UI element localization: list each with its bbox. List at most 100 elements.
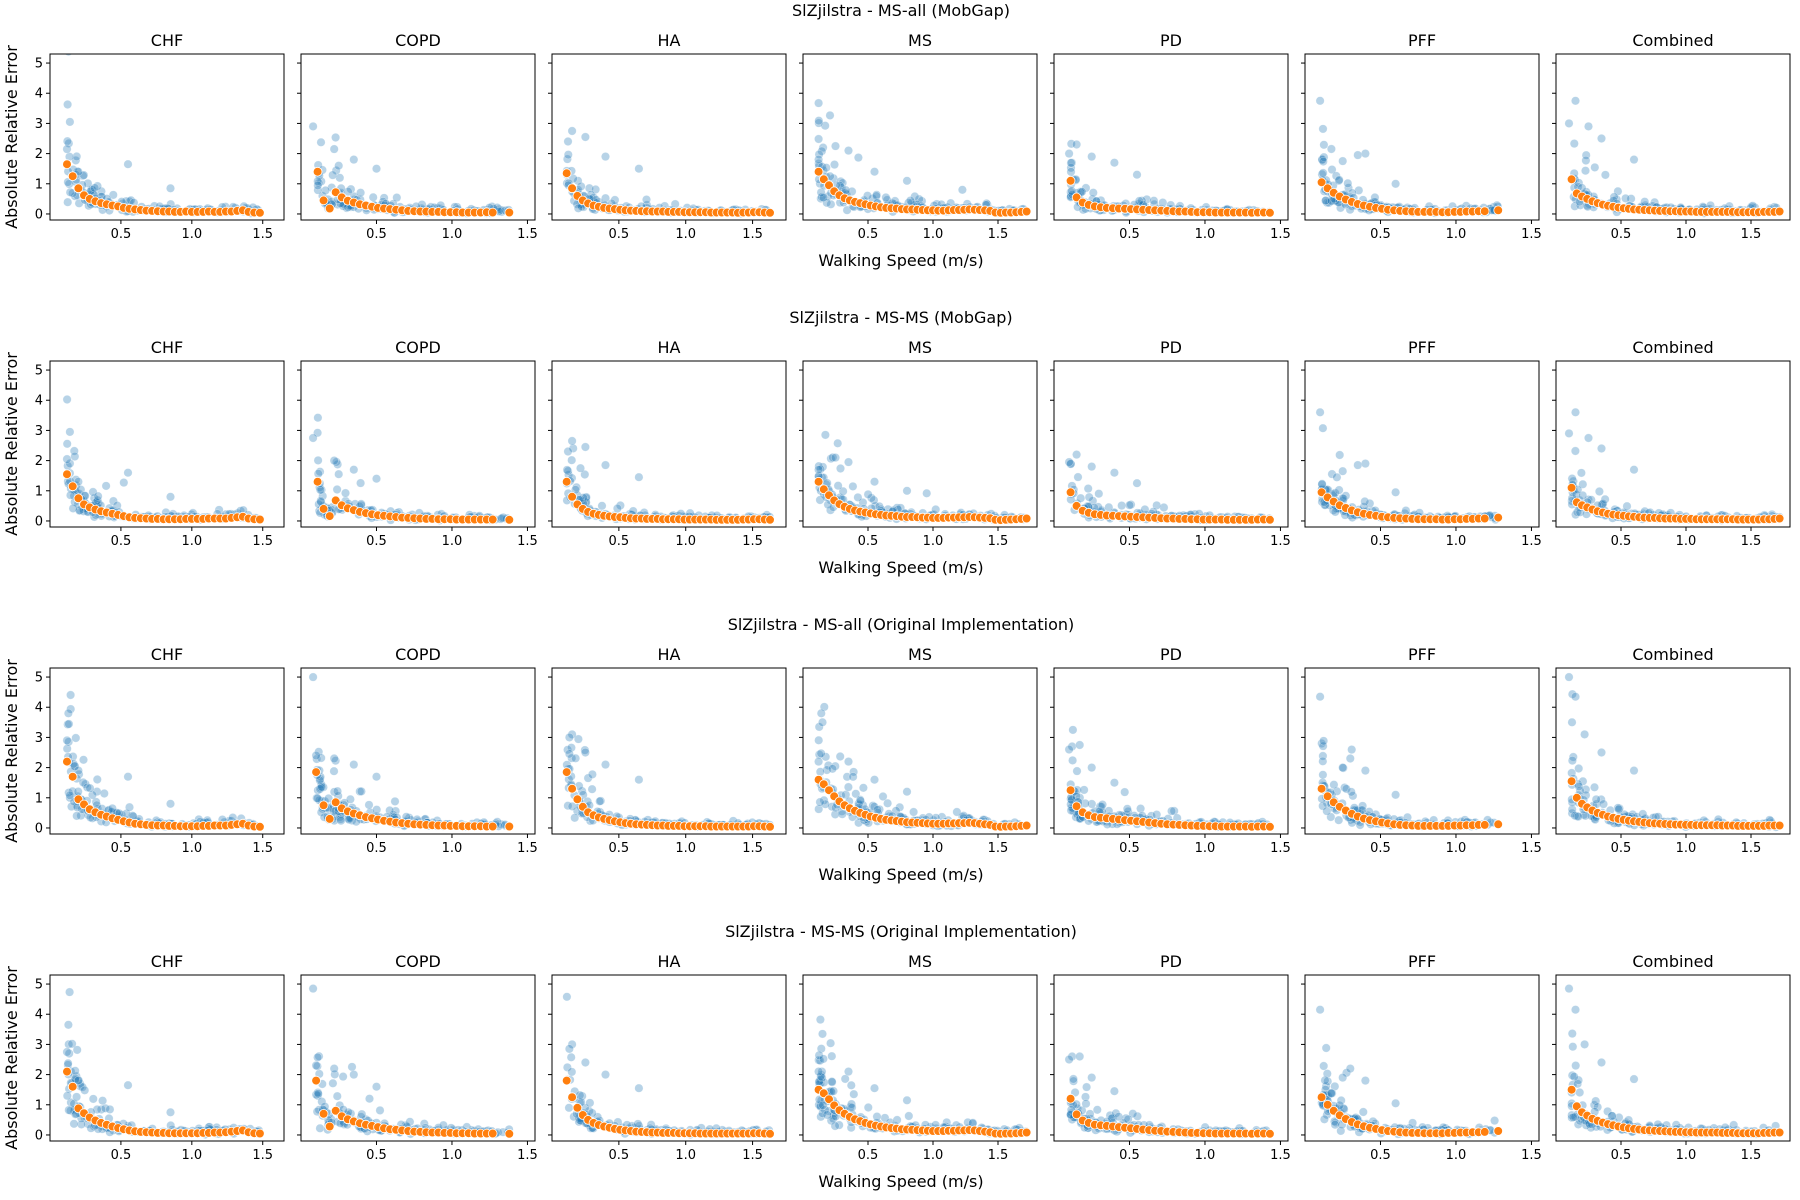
x-tick-label: 1.0 <box>181 841 202 856</box>
median-point <box>67 171 78 182</box>
x-tick-label: 1.0 <box>1446 841 1467 856</box>
x-ticks: 0.5 1.0 1.5 <box>111 834 273 856</box>
data-point <box>563 150 573 160</box>
x-tick-label: 1.0 <box>1446 534 1467 549</box>
x-ticks: 0.5 1.0 1.5 <box>1370 527 1542 549</box>
data-point <box>1315 692 1325 702</box>
data-point <box>1068 725 1078 735</box>
data-point <box>308 672 318 682</box>
y-tick-label: 2 <box>35 761 43 776</box>
median-point <box>487 207 498 218</box>
data-point <box>1104 502 1114 512</box>
data-point <box>562 465 572 475</box>
data-point <box>356 188 366 198</box>
y-ticks <box>799 676 803 829</box>
x-tick-label: 1.0 <box>1446 227 1467 242</box>
data-point <box>1571 96 1580 106</box>
data-point <box>68 503 78 513</box>
median-point <box>255 514 265 525</box>
x-ticks: 0.5 1.0 1.5 <box>1611 834 1761 856</box>
data-point <box>952 807 962 817</box>
data-point <box>610 195 620 205</box>
data-point <box>1564 118 1574 128</box>
data-point <box>833 481 843 491</box>
median-point <box>487 514 498 525</box>
data-point <box>1317 155 1327 165</box>
median-point <box>312 476 323 487</box>
data-point <box>1334 176 1344 186</box>
x-tick-label: 1.5 <box>1270 841 1291 856</box>
data-point <box>1581 150 1591 160</box>
data-point <box>64 719 74 729</box>
y-ticks <box>799 369 803 522</box>
data-point <box>1109 778 1119 788</box>
data-point <box>816 708 826 718</box>
median-point <box>1774 206 1785 217</box>
subplot-ha: HA0.5 1.0 1.5 <box>548 31 787 242</box>
data-point <box>1580 729 1590 739</box>
median-point <box>73 183 84 194</box>
data-point <box>1329 780 1339 790</box>
data-point <box>1353 150 1363 160</box>
data-point <box>1573 812 1583 822</box>
data-point <box>1068 755 1078 765</box>
median-point <box>1493 819 1503 830</box>
data-point <box>72 152 82 161</box>
data-point <box>564 749 574 759</box>
data-point <box>334 469 344 479</box>
data-point <box>1391 487 1401 497</box>
median-point <box>765 514 775 525</box>
data-point <box>166 183 175 193</box>
data-point <box>580 442 590 452</box>
data-point <box>1621 193 1631 203</box>
x-ticks: 0.5 1.0 1.5 <box>1119 527 1291 549</box>
data-point <box>1597 444 1606 453</box>
median-point <box>1021 206 1032 217</box>
y-ticks <box>1301 369 1305 522</box>
median-point <box>561 767 572 777</box>
median-point <box>1065 785 1076 795</box>
data-point <box>1622 501 1632 511</box>
data-point <box>63 197 73 207</box>
data-point <box>313 185 323 195</box>
x-axis-label: Walking Speed (m/s) <box>818 558 983 577</box>
data-point <box>634 164 644 174</box>
data-point <box>1629 155 1639 165</box>
data-point <box>1569 139 1579 149</box>
data-point <box>844 457 853 467</box>
data-point <box>1574 781 1584 791</box>
data-point <box>98 1096 108 1106</box>
subplot-pd: PD0.5 1.0 1.5 <box>1050 31 1291 242</box>
y-tick-label: 5 <box>35 671 43 686</box>
y-tick-label: 1 <box>35 791 43 806</box>
data-point <box>1117 501 1127 511</box>
y-axis-label: Absolute Relative Error <box>2 45 21 229</box>
data-point <box>1591 794 1601 804</box>
data-point <box>1391 179 1401 189</box>
y-tick-label: 0 <box>35 514 43 529</box>
data-point <box>1346 787 1356 797</box>
data-point <box>379 193 389 203</box>
data-point <box>1338 763 1348 773</box>
data-point <box>356 499 366 509</box>
data-point <box>334 161 344 171</box>
x-ticks: 0.5 1.0 1.5 <box>609 527 763 549</box>
data-point <box>863 191 872 201</box>
data-point <box>831 141 840 151</box>
data-point <box>63 1058 73 1068</box>
y-ticks <box>1050 62 1054 215</box>
data-point <box>390 796 400 806</box>
y-tick-label: 0 <box>35 821 43 836</box>
data-point <box>331 133 341 142</box>
data-point <box>65 427 75 437</box>
data-point <box>1360 459 1370 469</box>
data-point <box>871 191 881 201</box>
data-point <box>1076 493 1086 503</box>
data-point <box>335 173 345 183</box>
data-point <box>66 490 75 500</box>
data-point <box>1327 165 1337 175</box>
